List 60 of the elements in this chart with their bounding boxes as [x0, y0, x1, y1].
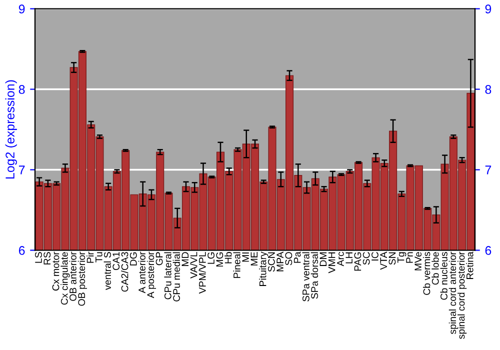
- x-tick-label: LG: [208, 252, 214, 264]
- x-tick-label: MI: [242, 252, 249, 262]
- x-tick-label: Pn: [406, 252, 413, 263]
- x-tick-label: MPA: [276, 252, 284, 272]
- x-tick-label: VTA: [380, 252, 387, 270]
- y-tick-label: 7: [18, 166, 25, 174]
- x-tick-label: DG: [130, 252, 137, 266]
- x-tick-label: CPu medial: [172, 252, 180, 302]
- x-tick-label: spinal cord anterior: [448, 252, 458, 334]
- x-tick-label: Pituitary: [259, 252, 268, 286]
- x-tick-label: LS: [35, 252, 42, 263]
- x-tick-label: Cx cingulate: [60, 252, 70, 305]
- x-tick-label: VA/VL: [190, 252, 198, 278]
- x-tick-label: Cb vermis: [423, 252, 430, 295]
- x-tick-label: Hb: [224, 252, 232, 264]
- x-tick-label: CPu lateral: [164, 252, 172, 300]
- x-tick-label: spinal cord posterior: [458, 252, 467, 339]
- x-tick-label: CA1: [112, 252, 120, 270]
- x-tick-label: SO: [285, 252, 292, 266]
- x-tick-label: Pineal: [233, 252, 240, 278]
- x-tick-label: Tg: [397, 252, 406, 263]
- x-tick-label: Retina: [466, 252, 474, 279]
- x-tick-label: SPa dorsal: [310, 252, 318, 299]
- x-tick-label: SCN: [268, 252, 275, 272]
- y2-tick-label: 6: [485, 246, 492, 255]
- x-tick-label: LH: [346, 252, 352, 264]
- x-tick-label: Arc: [337, 252, 344, 266]
- y-tick-label: 9: [18, 4, 25, 14]
- x-tick-label: DM: [320, 252, 327, 266]
- x-tick-label: ME: [250, 252, 258, 266]
- x-tick-label: IC: [372, 252, 378, 260]
- x-tick-label: Cb lobe: [432, 252, 439, 285]
- x-tick-label: Cx motor: [52, 252, 60, 291]
- y2-tick-label: 9: [485, 4, 492, 14]
- x-tick-label: A anterior: [138, 252, 146, 294]
- y-axis-title: Log2 (expression): [5, 80, 17, 178]
- x-tick-label: SN: [388, 252, 396, 265]
- x-tick-label: SC: [362, 252, 370, 265]
- x-tick-label: Tu: [96, 252, 102, 262]
- x-tick-label: MD: [182, 252, 188, 266]
- x-tick-label: VPM/VPL: [198, 252, 206, 294]
- x-tick-label: A posterior: [146, 252, 156, 298]
- x-tick-label: PAG: [354, 252, 362, 271]
- y2-tick-label: 8: [485, 85, 492, 94]
- x-tick-label: OB posterior: [78, 252, 87, 306]
- y-tick-label: 8: [18, 85, 25, 94]
- x-tick-label: Pa: [294, 252, 301, 263]
- y-tick-label: 6: [18, 246, 25, 255]
- x-tick-label: VMH: [328, 252, 336, 274]
- x-tick-label: CA2/CA3: [121, 252, 128, 292]
- y2-tick-label: 7: [485, 166, 492, 174]
- x-tick-label: Cb nucleus: [440, 252, 448, 300]
- x-tick-label: Pir: [86, 252, 94, 263]
- x-tick-label: MG: [216, 252, 224, 266]
- x-tick-label: MVe: [414, 252, 422, 270]
- x-tick-label: ventral S: [104, 252, 111, 290]
- x-tick-label: SPa ventral: [302, 252, 310, 302]
- x-tick-label: GP: [156, 252, 163, 266]
- x-tick-label: RS: [44, 252, 51, 264]
- x-tick-label: OB anterior: [69, 252, 76, 301]
